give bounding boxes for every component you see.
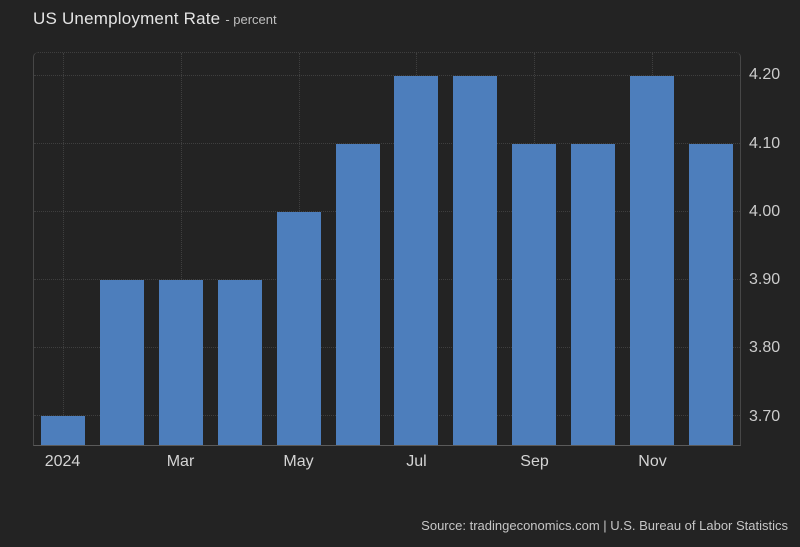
y-axis-label: 4.00 — [749, 202, 781, 220]
plot-area — [33, 52, 741, 446]
y-axis-label: 3.80 — [749, 339, 781, 357]
v-gridline — [181, 53, 183, 445]
bar-slot — [328, 53, 387, 445]
bar-mar-2024[interactable] — [159, 279, 204, 445]
bar-slot — [210, 53, 269, 445]
bar-oct-2024[interactable] — [570, 144, 615, 445]
bar-slot — [446, 53, 505, 445]
x-axis-label: 2024 — [44, 453, 81, 470]
y-axis: 3.70 3.80 3.90 4.00 4.10 4.20 — [749, 52, 799, 446]
bar-aug-2024[interactable] — [453, 76, 498, 445]
x-axis: 2024 Mar May Jul Sep Nov — [33, 453, 741, 475]
bar-slot — [622, 53, 681, 445]
h-gridline — [34, 278, 740, 280]
x-axis-label: Mar — [166, 453, 195, 470]
h-gridline — [34, 346, 740, 348]
chart-header: US Unemployment Rate - percent — [33, 9, 277, 29]
bar-slot — [505, 53, 564, 445]
x-axis-label: May — [283, 453, 314, 470]
bar-slot — [681, 53, 740, 445]
x-axis-label: Nov — [638, 453, 667, 470]
bar-jul-2024[interactable] — [394, 76, 439, 445]
bar-jan-2024[interactable] — [41, 415, 86, 445]
bar-slot — [34, 53, 93, 445]
bar-sep-2024[interactable] — [512, 144, 557, 445]
bar-slot — [152, 53, 211, 445]
chart-subtitle: - percent — [225, 12, 277, 27]
y-axis-label: 3.90 — [749, 271, 781, 289]
y-axis-label: 4.10 — [749, 134, 781, 152]
y-axis-label: 4.20 — [749, 66, 781, 84]
y-axis-label: 3.70 — [749, 407, 781, 425]
bar-slot — [563, 53, 622, 445]
bar-apr-2024[interactable] — [217, 279, 262, 445]
h-gridline — [34, 210, 740, 212]
bar-slot — [387, 53, 446, 445]
bar-slot — [93, 53, 152, 445]
bar-may-2024[interactable] — [276, 211, 321, 445]
h-gridline — [34, 414, 740, 416]
bars-layer — [34, 53, 740, 445]
bar-slot — [269, 53, 328, 445]
v-gridline — [63, 53, 65, 445]
x-axis-label: Sep — [520, 453, 549, 470]
chart-title: US Unemployment Rate — [33, 9, 221, 28]
h-gridline — [34, 143, 740, 145]
source-text: Source: tradingeconomics.com | U.S. Bure… — [421, 518, 788, 533]
h-gridline — [34, 75, 740, 77]
bar-dec-2024[interactable] — [688, 144, 733, 445]
bar-jun-2024[interactable] — [335, 144, 380, 445]
x-axis-label: Jul — [406, 453, 427, 470]
bar-feb-2024[interactable] — [100, 279, 145, 445]
bar-nov-2024[interactable] — [629, 76, 674, 445]
